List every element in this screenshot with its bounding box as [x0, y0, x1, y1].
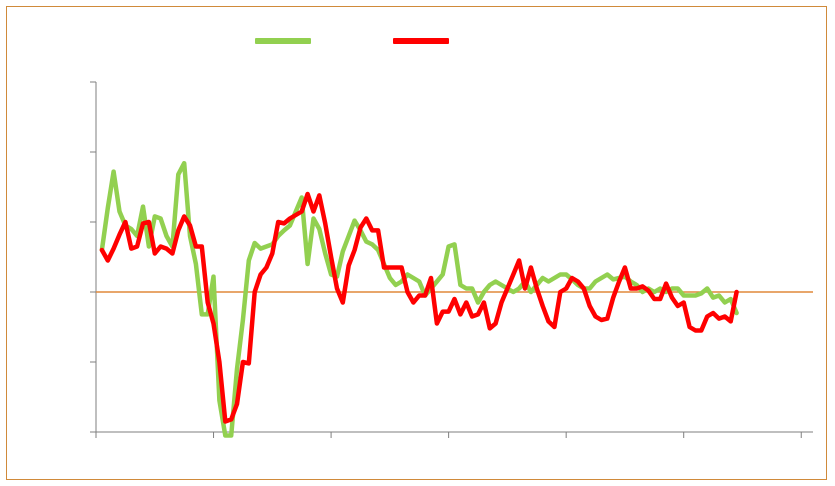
legend-swatch-green — [255, 38, 311, 44]
chart-frame — [6, 6, 827, 480]
series-line-green — [99, 160, 739, 438]
legend-swatch-red — [393, 38, 449, 44]
legend-item-red — [393, 38, 455, 44]
legend-item-green — [255, 38, 317, 44]
series-line-red — [99, 191, 739, 424]
